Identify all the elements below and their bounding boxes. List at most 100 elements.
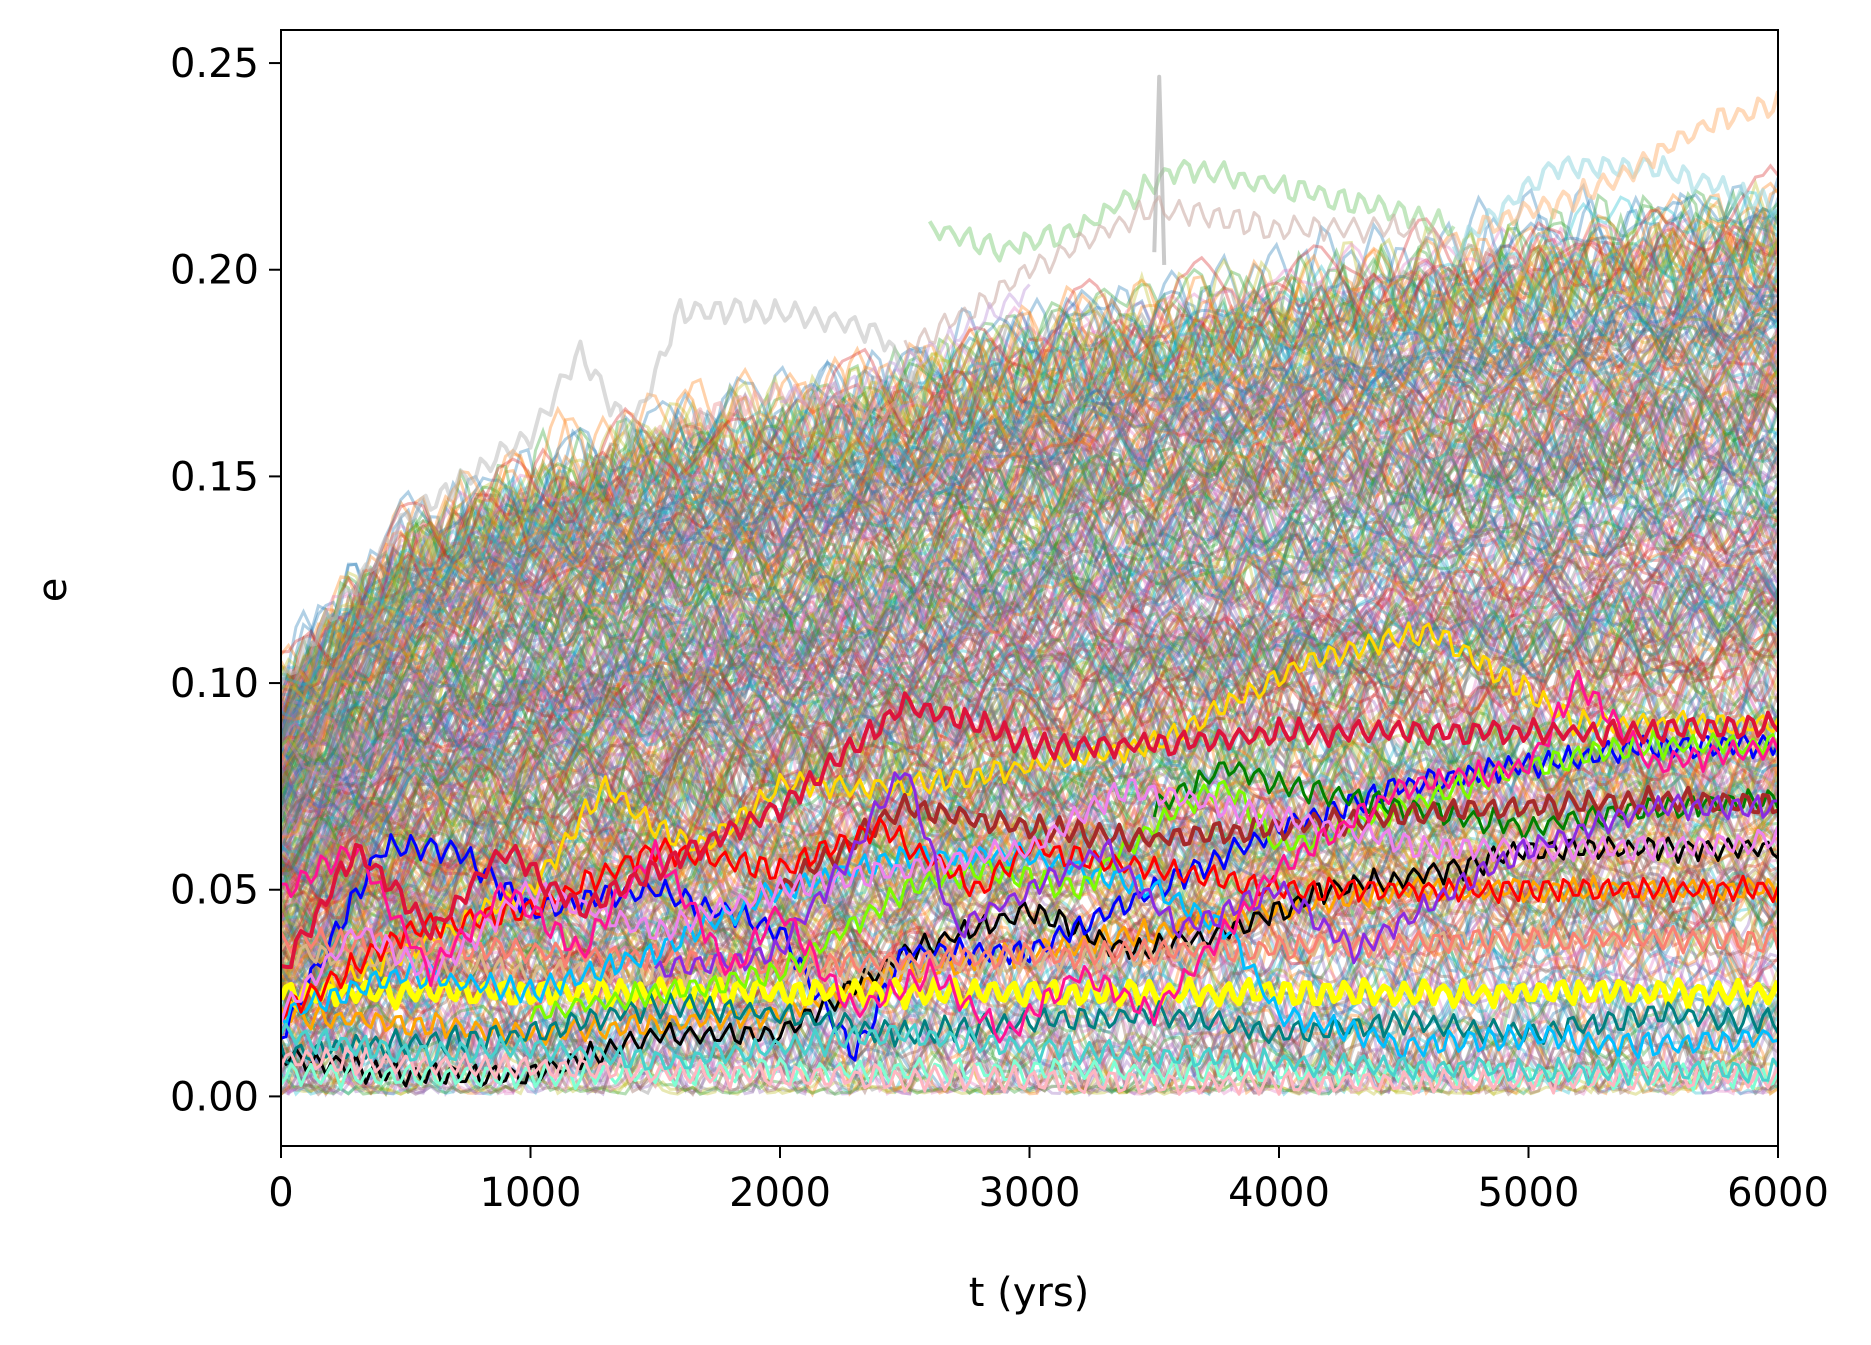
ensemble-line: [281, 435, 1778, 786]
ensemble-line: [281, 534, 1778, 873]
ensemble-line: [281, 344, 1778, 743]
ensemble-line: [281, 317, 1778, 773]
x-tick-label: 0: [268, 1170, 293, 1216]
ensemble-line: [281, 608, 1778, 881]
ensemble-line: [281, 306, 1778, 780]
x-tick-label: 2000: [729, 1170, 831, 1216]
ensemble-line: [281, 334, 1778, 758]
ensemble-line: [281, 485, 1778, 812]
y-tick-label: 0.20: [170, 248, 259, 294]
ensemble-line: [281, 967, 1778, 1097]
ensemble-line: [281, 542, 1778, 876]
series-line: [281, 976, 1778, 1011]
x-tick-label: 4000: [1228, 1170, 1330, 1216]
ensemble-line: [281, 178, 1778, 702]
ensemble-line: [281, 261, 1778, 737]
ensemble-line: [281, 430, 1778, 836]
ensemble-line: [281, 509, 1778, 850]
ensemble-line: [281, 357, 1778, 780]
ensemble-line: [281, 224, 1778, 710]
ensemble-line: [281, 673, 1778, 945]
ensemble-line: [281, 333, 1778, 725]
ensemble-line: [281, 317, 1778, 751]
ensemble-line: [281, 560, 1778, 873]
series-line: [1476, 90, 1778, 235]
ensemble-line: [281, 569, 1778, 877]
ensemble-line: [281, 212, 1778, 744]
ensemble-line: [281, 597, 1778, 913]
ensemble-lines: [281, 163, 1778, 1098]
ensemble-line: [281, 386, 1778, 774]
ensemble-line: [281, 357, 1778, 749]
ensemble-line: [281, 182, 1778, 709]
x-axis-label: t (yrs): [969, 1270, 1090, 1316]
ensemble-line: [281, 602, 1778, 875]
ensemble-line: [281, 389, 1778, 796]
ensemble-line: [281, 302, 1778, 725]
ensemble-line: [281, 486, 1778, 830]
ensemble-line: [281, 564, 1778, 875]
ensemble-line: [281, 394, 1778, 805]
series-line: [653, 382, 907, 439]
ensemble-line: [281, 1003, 1778, 1096]
ensemble-line: [281, 711, 1778, 960]
ensemble-line: [281, 287, 1778, 753]
ensemble-line: [281, 551, 1778, 860]
ensemble-line: [281, 687, 1778, 929]
ensemble-line: [281, 842, 1778, 1019]
ensemble-line: [281, 579, 1778, 904]
ensemble-line: [281, 806, 1778, 981]
ensemble-line: [281, 481, 1778, 818]
y-axis: 0.00 0.05 0.10 0.15 0.20 0.25: [170, 41, 281, 1120]
series-line: [779, 283, 1031, 407]
ensemble-line: [281, 312, 1778, 741]
ensemble-line: [281, 321, 1778, 757]
ensemble-line: [281, 558, 1778, 885]
ensemble-line: [281, 498, 1778, 839]
ensemble-line: [281, 897, 1778, 1033]
ensemble-line: [281, 217, 1778, 695]
ensemble-line: [281, 488, 1778, 836]
ensemble-line: [281, 485, 1778, 849]
ensemble-line: [281, 560, 1778, 863]
ensemble-line: [281, 700, 1778, 944]
ensemble-line: [281, 549, 1778, 868]
ensemble-line: [281, 520, 1778, 892]
ensemble-line: [281, 852, 1778, 1022]
ensemble-line: [281, 574, 1778, 873]
ensemble-line: [281, 577, 1778, 896]
ensemble-line: [281, 587, 1778, 907]
ensemble-line: [281, 552, 1778, 889]
ensemble-line: [281, 501, 1778, 851]
ensemble-line: [281, 193, 1778, 690]
ensemble-line: [281, 796, 1778, 1003]
ensemble-line: [281, 518, 1778, 821]
ensemble-line: [281, 920, 1778, 1042]
ensemble-line: [281, 608, 1778, 899]
ensemble-line: [281, 713, 1778, 981]
ensemble-line: [281, 449, 1778, 811]
ensemble-line: [281, 307, 1778, 744]
y-tick-label: 0.10: [170, 661, 259, 707]
ensemble-line: [281, 592, 1778, 901]
ensemble-line: [281, 284, 1778, 765]
ensemble-line: [281, 222, 1778, 689]
series-line: [281, 778, 1778, 1024]
ensemble-line: [281, 311, 1778, 752]
ensemble-line: [281, 388, 1778, 803]
ensemble-line: [281, 341, 1778, 754]
ensemble-line: [281, 188, 1778, 726]
ensemble-line: [281, 249, 1778, 724]
ensemble-line: [281, 337, 1778, 787]
y-tick-label: 0.25: [170, 41, 259, 87]
ensemble-line: [281, 295, 1778, 766]
ensemble-line: [281, 279, 1778, 721]
ensemble-line: [281, 421, 1778, 806]
ensemble-line: [281, 730, 1778, 949]
x-tick-label: 5000: [1478, 1170, 1580, 1216]
ensemble-line: [281, 177, 1778, 730]
ensemble-line: [281, 419, 1778, 805]
ensemble-line: [281, 224, 1778, 714]
series-line: [903, 195, 1530, 357]
